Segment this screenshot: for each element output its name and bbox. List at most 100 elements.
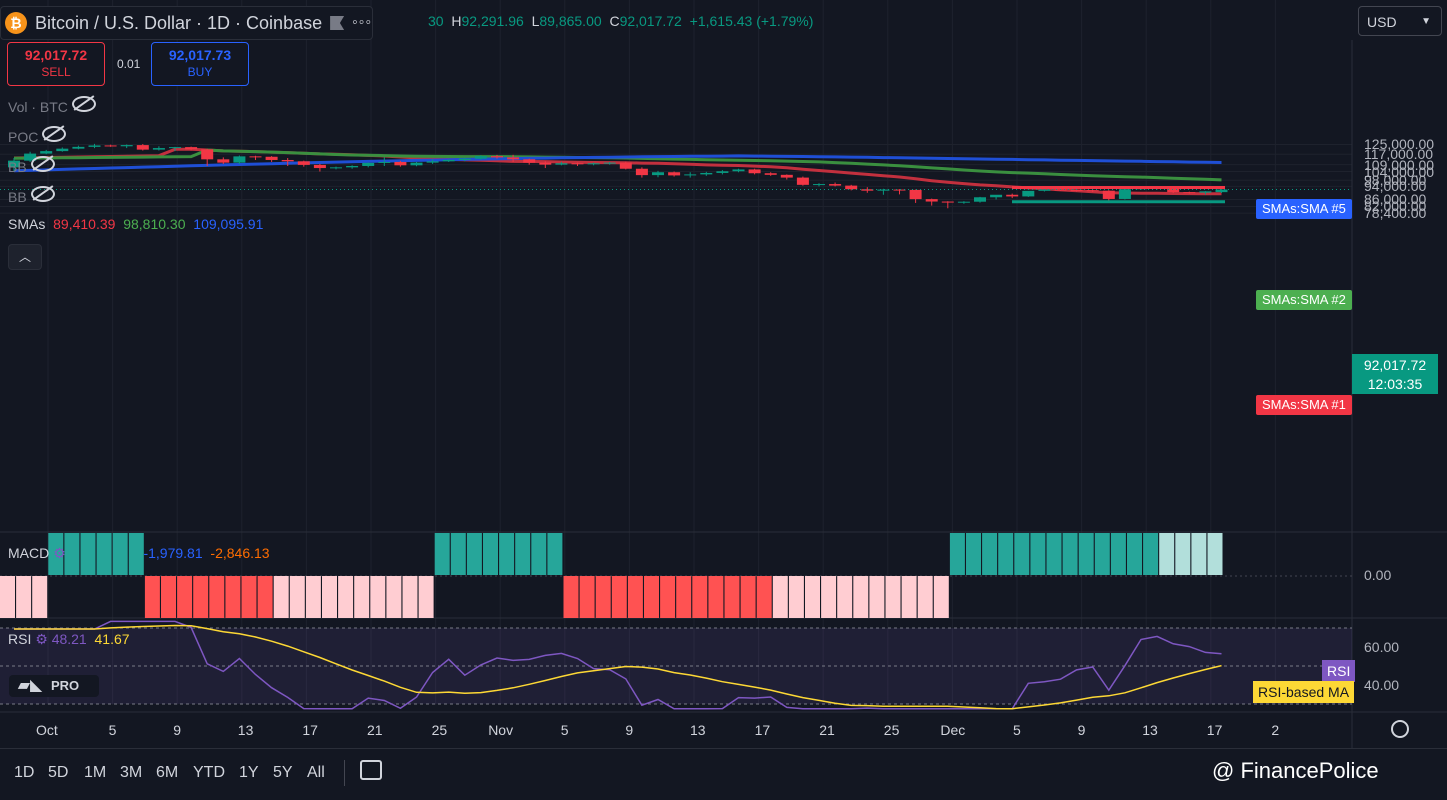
timeframe-button-1m[interactable]: 1M	[84, 764, 107, 781]
macd-histogram-bar	[354, 576, 370, 618]
macd-histogram-bar	[402, 576, 418, 618]
macd-histogram-bar	[579, 576, 595, 618]
tradingview-logo[interactable]: ▰◣ PRO	[9, 675, 99, 697]
ohlc-change: +1,615.43 (+1.79%)	[689, 13, 814, 29]
ohlc-readout: 30 H92,291.96 L89,865.00 C92,017.72 +1,6…	[428, 13, 813, 29]
macd-settings-icon[interactable]: ⚙	[53, 545, 66, 561]
price-axis-label: 104,000.00	[1364, 163, 1435, 180]
collapse-legend-button[interactable]: ︿	[8, 244, 42, 270]
macd-histogram-bar	[676, 576, 692, 618]
time-axis-label: Oct	[36, 722, 58, 738]
timeframe-button-all[interactable]: All	[307, 764, 325, 781]
macd-histogram-bar	[1127, 533, 1142, 575]
price-axis-label: 78,400.00	[1364, 205, 1427, 222]
timeframe-button-5y[interactable]: 5Y	[273, 764, 293, 781]
candle-body	[652, 172, 664, 176]
symbol-title[interactable]: Bitcoin / U.S. Dollar · 1D · Coinbase	[35, 12, 323, 33]
macd-histogram-bar	[1094, 533, 1110, 575]
macd-histogram-bar	[0, 576, 15, 618]
rsi-settings-icon[interactable]: ⚙	[35, 631, 48, 647]
currency-value: USD	[1367, 14, 1397, 30]
indicator-bb-label: BB	[8, 189, 27, 205]
time-axis-label: 17	[754, 722, 771, 738]
indicator-bb-1[interactable]: BB	[8, 156, 55, 175]
timeframe-button-ytd[interactable]: YTD	[193, 764, 225, 781]
timeframe-button-1y[interactable]: 1Y	[239, 764, 259, 781]
macd-histogram-bar	[901, 576, 917, 618]
toolbar-divider	[344, 760, 345, 786]
macd-histogram-bar	[772, 576, 788, 618]
eye-hidden-icon[interactable]	[30, 186, 55, 202]
eye-hidden-icon[interactable]	[30, 156, 55, 172]
macd-value-2: -2,846.13	[210, 545, 270, 561]
timeframe-button-1d[interactable]: 1D	[14, 764, 35, 781]
macd-histogram-bar	[1014, 533, 1030, 575]
price-axis-label: 86,000.00	[1364, 191, 1427, 208]
price-axis-label: 117,000.00	[1364, 146, 1434, 163]
sma2-tag: SMAs:SMA #2	[1256, 290, 1352, 310]
eye-hidden-icon[interactable]	[42, 126, 67, 142]
candle-body	[442, 159, 455, 162]
countdown: 12:03:35	[1367, 376, 1423, 392]
macd-histogram-bar	[966, 533, 981, 575]
currency-select[interactable]: USD ▼	[1358, 6, 1442, 36]
candle-body	[539, 162, 552, 165]
time-axis-label: 13	[1142, 722, 1158, 738]
price-axis-label: 98,000.00	[1364, 172, 1427, 189]
ohlc-h-label: H	[451, 13, 462, 29]
candle-body	[249, 156, 262, 158]
symbol-header[interactable]: ₿ Bitcoin / U.S. Dollar · 1D · Coinbase …	[0, 6, 374, 40]
indicator-poc[interactable]: POC	[8, 126, 67, 145]
macd-histogram-bar	[1110, 533, 1126, 575]
ohlc-low: 89,865.00	[539, 13, 602, 29]
time-axis-label: 17	[302, 722, 318, 738]
rsi-ma-tag: RSI-based MA	[1253, 681, 1355, 703]
timeframe-button-3m[interactable]: 3M	[120, 764, 143, 781]
indicator-rsi[interactable]: RSI ⚙ 48.21 41.67	[8, 631, 130, 648]
candle-body	[426, 161, 439, 163]
smas-label: SMAs	[8, 216, 46, 232]
candle-body	[104, 145, 117, 147]
rsi-ma-value: 41.67	[94, 631, 130, 647]
indicator-macd[interactable]: MACD ⚙ -1,979.81 -2,846.13	[8, 545, 270, 562]
macd-histogram-bar	[1143, 533, 1159, 575]
time-axis-label: 9	[1077, 722, 1086, 738]
candle-body	[233, 156, 246, 163]
flag-icon[interactable]	[330, 16, 345, 30]
candle-body	[1183, 192, 1196, 194]
calendar-range-icon[interactable]	[360, 760, 382, 780]
time-axis-label: 5	[1013, 722, 1021, 738]
timeframe-button-5d[interactable]: 5D	[48, 764, 69, 781]
indicator-smas[interactable]: SMAs 89,410.39 98,810.30 109,095.91	[8, 216, 263, 232]
buy-button[interactable]: 92,017.73 BUY	[151, 42, 249, 86]
time-axis-label: 25	[883, 722, 900, 738]
macd-histogram-bar	[708, 576, 724, 618]
indicator-bb-2[interactable]: BB	[8, 186, 55, 205]
candle-body	[217, 159, 230, 163]
buy-label: BUY	[187, 65, 213, 79]
macd-histogram-bar	[1078, 533, 1094, 575]
candle-body	[1070, 190, 1083, 192]
timeframe-button-6m[interactable]: 6M	[156, 764, 179, 781]
candle-body	[1054, 189, 1067, 191]
macd-histogram-bar	[756, 576, 772, 618]
indicator-vol[interactable]: Vol · BTC	[8, 96, 96, 115]
candle-body	[297, 161, 310, 165]
macd-histogram-bar	[1046, 533, 1062, 575]
sell-button[interactable]: 92,017.72 SELL	[7, 42, 105, 86]
time-axis-label: 5	[108, 722, 117, 738]
candle-body	[1167, 188, 1180, 193]
macd-histogram-bar	[483, 533, 498, 575]
time-axis-label: Nov	[488, 722, 514, 738]
candle-body	[684, 174, 697, 176]
ohlc-close: 92,017.72	[619, 13, 682, 29]
candle-body	[8, 160, 20, 168]
more-options-icon[interactable]: ◦◦◦	[352, 14, 373, 31]
settings-gear-icon[interactable]	[1391, 720, 1409, 738]
candle-body	[990, 194, 1003, 198]
eye-hidden-icon[interactable]	[71, 96, 96, 112]
candle-body	[1022, 190, 1035, 197]
time-axis-label: 13	[690, 722, 706, 738]
ohlc-l-label: L	[531, 13, 540, 29]
